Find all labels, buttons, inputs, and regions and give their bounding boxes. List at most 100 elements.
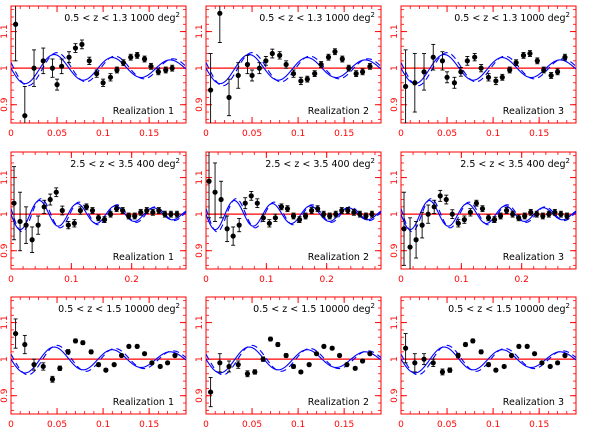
data-point [134, 52, 140, 58]
data-point [120, 207, 126, 214]
data-point [206, 178, 212, 184]
panel-title: 0.5 < z < 1.5 10000 deg2 [253, 302, 375, 315]
data-point [562, 54, 568, 60]
data-point [47, 196, 53, 203]
data-point [472, 54, 478, 60]
data-point [71, 220, 77, 226]
plot-content [11, 6, 186, 123]
plot-frame [400, 151, 577, 270]
realization-label: Realization 2 [308, 252, 369, 263]
panel-title-superscript: 2 [566, 302, 570, 310]
data-point [35, 222, 41, 228]
plot-content [11, 166, 186, 253]
data-point [403, 345, 409, 351]
data-point [118, 352, 125, 359]
data-point [148, 63, 154, 69]
y-tick-label: 0.9 [0, 388, 10, 403]
data-point [493, 78, 499, 84]
data-point [163, 67, 169, 73]
x-tick-label: 0.1 [64, 275, 78, 285]
data-point [95, 362, 102, 368]
data-point [283, 352, 289, 359]
data-point [464, 58, 470, 64]
data-point [439, 369, 446, 375]
model-curve-dashed [206, 198, 381, 233]
x-tick-label: 0 [8, 275, 14, 285]
data-point [508, 352, 515, 359]
data-point [412, 80, 418, 86]
model-curve-dashed [401, 198, 576, 233]
x-tick-label: 0.15 [334, 129, 354, 139]
data-point [554, 360, 561, 366]
data-point [11, 200, 17, 206]
data-point [430, 54, 436, 60]
panel-title-main: 0.5 < z < 1.5 10000 deg [58, 304, 175, 315]
data-point [403, 83, 409, 90]
panel-title-superscript: 2 [566, 11, 570, 19]
data-point [462, 341, 469, 348]
data-point [164, 360, 171, 366]
data-point [562, 352, 568, 359]
data-point [493, 367, 499, 373]
data-point [275, 341, 281, 348]
y-tick-label: 1 [390, 356, 400, 362]
data-point [306, 362, 312, 368]
data-point [359, 358, 366, 364]
x-tick-label: 0.05 [437, 420, 457, 430]
data-point [13, 21, 19, 27]
data-point [138, 209, 144, 215]
model-curve-solid [206, 53, 381, 85]
panel-title-superscript: 2 [176, 302, 180, 310]
x-tick-label: 0.1 [96, 420, 110, 430]
data-point [516, 215, 522, 221]
x-tick-label: 0.1 [486, 129, 500, 139]
x-tick-label: 0.15 [529, 420, 549, 430]
x-tick-label: 0.1 [259, 275, 273, 285]
data-point [522, 213, 528, 219]
panel-title-main: 2.5 < z < 3.5 400 deg [70, 159, 175, 170]
data-point [485, 74, 492, 80]
x-tick-label: 0.15 [139, 129, 159, 139]
data-point [333, 211, 339, 217]
data-point [470, 338, 476, 344]
data-point [267, 336, 274, 342]
plot-frame [205, 5, 382, 124]
data-point [94, 71, 100, 77]
data-point [339, 207, 345, 214]
y-tick-label: 1.1 [195, 315, 205, 329]
data-point [212, 189, 218, 195]
model-curve-solid [206, 346, 381, 374]
data-point [40, 58, 46, 64]
plot-frame [10, 151, 187, 270]
y-tick-label: 1 [195, 65, 205, 71]
data-point [312, 71, 318, 77]
y-tick-label: 1 [0, 65, 10, 71]
data-point [83, 204, 90, 210]
data-point [447, 367, 453, 373]
model-curve-solid [11, 53, 186, 85]
panel-title-main: 2.5 < z < 3.5 400 deg [460, 159, 565, 170]
panel-title-superscript: 2 [176, 157, 180, 165]
panel-row3-col3: 0 0.05 0.1 0.15 0.9 1 1.1 0.5 < z < 1.5 10000 d… [390, 296, 577, 430]
x-tick-label: 0 [398, 420, 404, 430]
data-point [13, 330, 19, 337]
data-point [156, 207, 162, 214]
y-tick-label: 0.9 [390, 243, 400, 258]
data-point [269, 50, 275, 57]
x-tick-label: 0.15 [139, 420, 159, 430]
data-point [369, 211, 375, 217]
model-curve-dashed [401, 344, 576, 376]
x-tick-label: 0.05 [437, 129, 457, 139]
data-point [172, 352, 178, 359]
data-point [208, 389, 214, 395]
data-point [249, 72, 255, 79]
y-tick-label: 1.1 [195, 24, 205, 38]
data-point [339, 56, 345, 62]
model-curve-dashed [11, 198, 186, 233]
y-tick-label: 1 [390, 211, 400, 217]
data-point [516, 343, 522, 349]
x-tick-label: 0 [398, 275, 404, 285]
x-tick-label: 0.1 [486, 420, 500, 430]
data-point [478, 349, 484, 355]
